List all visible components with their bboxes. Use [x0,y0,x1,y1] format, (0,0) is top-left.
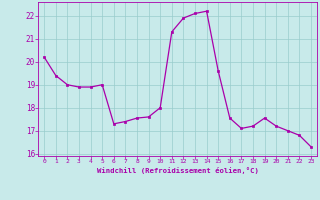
X-axis label: Windchill (Refroidissement éolien,°C): Windchill (Refroidissement éolien,°C) [97,167,259,174]
